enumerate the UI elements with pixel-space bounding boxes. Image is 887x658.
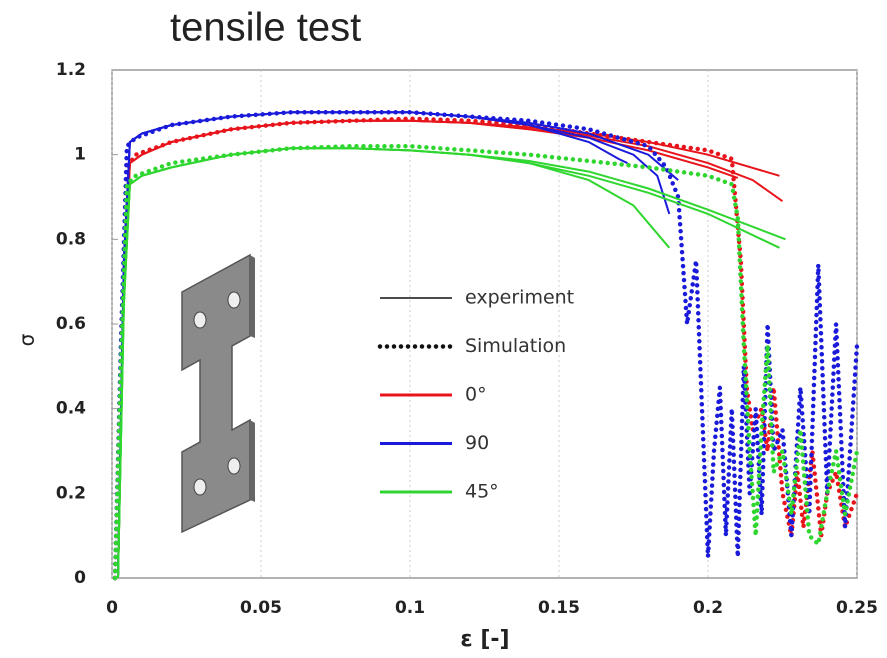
x-tick-label: 0.05 <box>240 598 282 618</box>
simulation-line <box>112 116 860 581</box>
y-tick-label: 0.4 <box>56 399 86 419</box>
legend-label: Simulation <box>465 335 566 357</box>
experiment-line <box>117 119 784 579</box>
simulation-line <box>112 143 860 581</box>
x-tick-label: 0.25 <box>836 598 878 618</box>
y-tick-label: 1.2 <box>56 60 86 80</box>
chart-title: tensile test <box>170 6 361 50</box>
legend-label: 45° <box>465 481 499 503</box>
legend-label: 90 <box>465 432 489 454</box>
simulation-line <box>112 110 860 581</box>
specimen-icon <box>181 253 255 534</box>
experiment-line <box>117 147 780 579</box>
y-axis-label: σ <box>15 333 39 346</box>
x-tick-label: 0.1 <box>395 598 425 618</box>
x-tick-label: 0 <box>106 598 118 618</box>
y-tick-label: 0 <box>74 568 86 588</box>
x-tick-label: 0.15 <box>538 598 580 618</box>
y-tick-label: 0.2 <box>56 483 86 503</box>
legend-label: experiment <box>465 287 574 309</box>
legend-label: 0° <box>465 384 487 406</box>
y-tick-label: 0.6 <box>56 314 86 334</box>
y-tick-label: 0.8 <box>56 229 86 249</box>
x-tick-label: 0.2 <box>693 598 723 618</box>
x-axis-label: ε [-] <box>460 627 509 652</box>
y-tick-label: 1 <box>74 145 86 165</box>
